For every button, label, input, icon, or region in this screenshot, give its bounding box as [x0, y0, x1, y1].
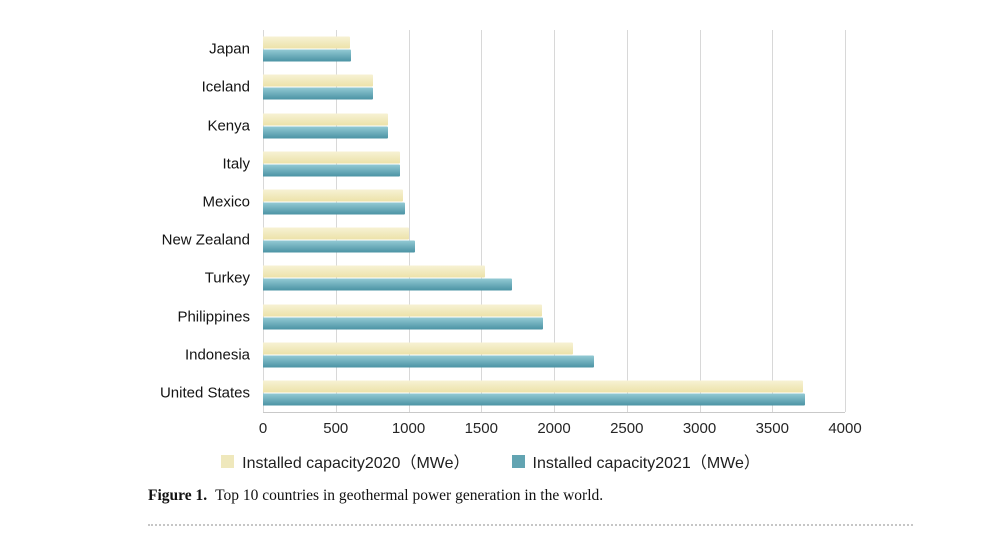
- category-label: Turkey: [204, 269, 250, 287]
- category-label: Philippines: [177, 308, 250, 326]
- x-axis-tick-label: 3000: [682, 420, 717, 437]
- bar-pair: [263, 74, 845, 100]
- bar-pair: [263, 189, 845, 215]
- bar-series-2: [263, 202, 405, 215]
- category-label: United States: [159, 384, 250, 402]
- bar-rows: Japan Iceland Kenya Italy Mexico New Zealand T…: [160, 30, 845, 412]
- page-separator: [148, 524, 913, 526]
- x-axis-tick-label: 4000: [828, 420, 862, 437]
- legend-swatch: [221, 454, 235, 468]
- x-axis-tick-label: 2000: [537, 420, 571, 437]
- chart-row: United States: [160, 374, 845, 412]
- chart-legend: Installed capacity2020（MWe） Installed cap…: [0, 449, 981, 473]
- chart-row: Italy: [222, 145, 845, 183]
- bar-series-2: [263, 49, 351, 62]
- bar-series-1: [263, 113, 389, 125]
- x-axis-tick-label: 1500: [464, 420, 498, 437]
- category-label: New Zealand: [161, 231, 250, 249]
- chart-row: Japan: [209, 30, 845, 68]
- x-axis: 0 500 1000 1500 2000 2500 3000 3500 4000: [259, 420, 862, 438]
- bar-series-1: [263, 36, 351, 49]
- bar-series-1: [263, 342, 574, 355]
- category-label: Italy: [222, 155, 250, 173]
- bar-series-1: [263, 227, 410, 240]
- bar-pair: [263, 342, 845, 368]
- category-label: Kenya: [207, 117, 250, 134]
- plot-area: [263, 30, 846, 413]
- bar-series-2: [263, 240, 415, 253]
- chart-row: Iceland: [202, 68, 845, 106]
- gridline: [263, 30, 264, 412]
- chart-row: Indonesia: [185, 336, 845, 374]
- category-label: Mexico: [202, 193, 250, 211]
- gridline: [554, 30, 555, 412]
- category-label: Indonesia: [184, 346, 250, 364]
- bar-pair: [263, 36, 845, 62]
- gridline: [772, 30, 774, 412]
- category-label: Iceland: [201, 78, 250, 96]
- bar-pair: [263, 227, 845, 253]
- bar-series-1: [263, 380, 804, 393]
- bar-series-1: [263, 265, 486, 278]
- bar-pair: [263, 380, 845, 406]
- legend-item: Installed capacity2020（MWe）: [221, 449, 470, 473]
- bar-series-2: [263, 87, 373, 100]
- caption-label: Figure 1.: [148, 487, 208, 504]
- bar-series-1: [263, 74, 373, 87]
- bar-series-1: [263, 151, 401, 164]
- x-axis-tick-label: 0: [258, 420, 268, 437]
- bar-series-1: [263, 189, 403, 202]
- x-axis-tick-label: 3500: [755, 420, 789, 437]
- bar-series-2: [263, 393, 805, 406]
- bar-series-2: [263, 126, 389, 138]
- chart-row: Kenya: [207, 106, 845, 144]
- category-label: Japan: [209, 40, 250, 58]
- bar-pair: [263, 151, 845, 177]
- gridline: [699, 30, 701, 412]
- gridline: [845, 30, 846, 412]
- bar-series-2: [263, 355, 595, 368]
- bar-pair: [263, 113, 845, 138]
- chart-row: New Zealand: [162, 221, 845, 259]
- bar-series-2: [263, 317, 544, 330]
- legend-label: Installed capacity2020（MWe）: [242, 455, 470, 472]
- chart-row: Mexico: [202, 183, 845, 221]
- gridline: [481, 30, 483, 412]
- gridline: [335, 30, 337, 412]
- caption-text: Top 10 countries in geothermal power gen…: [215, 487, 604, 504]
- legend-swatch: [511, 454, 525, 468]
- x-axis-tick-label: 2500: [610, 420, 644, 437]
- bar-series-2: [263, 164, 401, 177]
- chart-row: Turkey: [205, 259, 845, 297]
- x-axis-tick-label: 500: [323, 420, 349, 437]
- legend-label: Installed capacity2021（MWe）: [532, 455, 760, 472]
- gridline: [408, 30, 410, 412]
- gridline: [626, 30, 628, 412]
- figure-caption: Figure 1. Top 10 countries in geothermal …: [148, 487, 928, 505]
- bar-series-1: [263, 304, 543, 317]
- legend-item: Installed capacity2021（MWe）: [511, 449, 760, 473]
- chart-row: Philippines: [177, 297, 845, 335]
- bar-series-2: [263, 278, 512, 291]
- bar-pair: [263, 304, 845, 330]
- x-axis-tick-label: 1000: [391, 420, 426, 437]
- bar-pair: [263, 265, 845, 291]
